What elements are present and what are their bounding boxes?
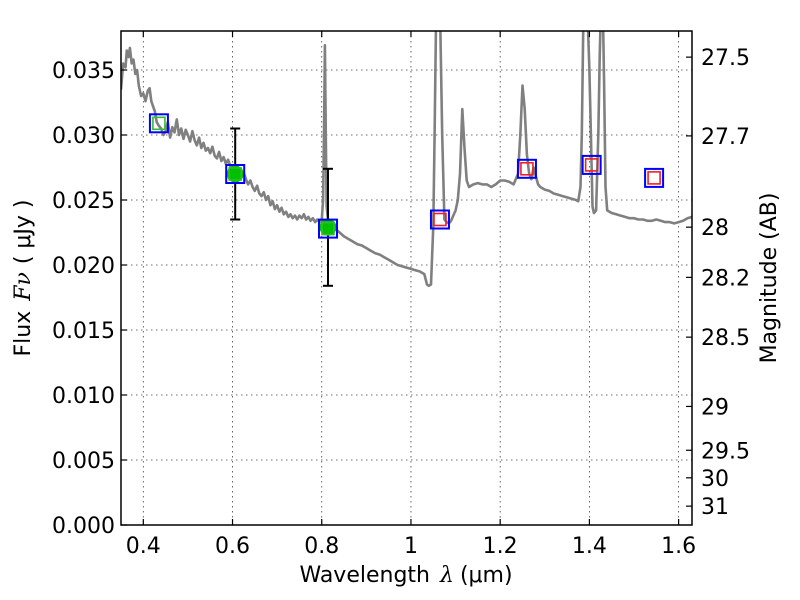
x-axis-label-text: Wavelength xyxy=(299,563,430,588)
axis-ticks: 0.4 0.6 0.8 1 1.2 1.4 1.6 0.000 0.005 0.010 0.015 0… xyxy=(52,31,750,559)
y-tick-label: 0.015 xyxy=(52,319,115,344)
x-tick-label: 1.6 xyxy=(661,534,696,559)
y-axis-label-symbol: Fν xyxy=(11,272,36,302)
y2-tick-label: 30 xyxy=(701,467,729,492)
plot-frame xyxy=(120,30,693,526)
y2-tick-label: 27.5 xyxy=(701,46,750,71)
y2-tick-label: 28 xyxy=(701,216,729,241)
filter-marker xyxy=(228,167,242,181)
y-axis-label-text: Flux xyxy=(11,311,36,357)
y2-axis-label: Magnitude (AB) xyxy=(757,193,782,364)
model-photometry-marker xyxy=(516,158,537,179)
model-photometry-marker xyxy=(644,167,665,188)
model-photometry-marker xyxy=(429,209,450,230)
filter-marker xyxy=(321,221,335,236)
model-photometry-marker xyxy=(317,218,338,239)
y-axis-label-unit: ( μJy ) xyxy=(11,199,36,264)
x-tick-label: 1.4 xyxy=(572,534,607,559)
y-tick-label: 0.030 xyxy=(52,124,115,149)
y2-tick-label: 28.5 xyxy=(701,326,750,351)
model-photometry-marker xyxy=(148,113,169,134)
y2-tick-label: 29.5 xyxy=(701,439,750,464)
filter-marker xyxy=(433,212,447,227)
y-axis-label: Flux Fν ( μJy ) xyxy=(11,199,36,356)
filter-marker xyxy=(152,116,166,131)
x-axis-label: Wavelength λ (μm) xyxy=(299,563,512,588)
plot-area xyxy=(121,31,692,288)
x-tick-label: 0.4 xyxy=(126,534,161,559)
filter-marker xyxy=(520,162,534,176)
x-tick-label: 0.8 xyxy=(304,534,339,559)
x-axis-label-unit: (μm) xyxy=(460,563,513,588)
model-spectrum-line xyxy=(121,31,692,288)
y2-tick-label: 28.2 xyxy=(701,266,750,291)
x-tick-label: 1.2 xyxy=(483,534,518,559)
filter-marker xyxy=(584,158,599,172)
y-tick-label: 0.035 xyxy=(52,59,115,84)
model-photometry-marker xyxy=(581,154,602,175)
y-tick-label: 0.010 xyxy=(52,384,115,409)
y-tick-label: 0.000 xyxy=(52,514,115,539)
y-tick-label: 0.025 xyxy=(52,189,115,214)
x-tick-label: 0.6 xyxy=(215,534,250,559)
y-tick-label: 0.005 xyxy=(52,449,115,474)
model-photometry-marker xyxy=(225,164,246,184)
x-tick-label: 1 xyxy=(404,534,418,559)
y2-tick-label: 31 xyxy=(701,495,729,520)
y2-tick-label: 29 xyxy=(701,395,729,420)
grid xyxy=(121,31,692,525)
y2-tick-label: 27.7 xyxy=(701,125,750,150)
x-axis-label-symbol: λ xyxy=(439,563,454,588)
y-tick-label: 0.020 xyxy=(52,254,115,279)
filter-marker xyxy=(647,171,661,185)
